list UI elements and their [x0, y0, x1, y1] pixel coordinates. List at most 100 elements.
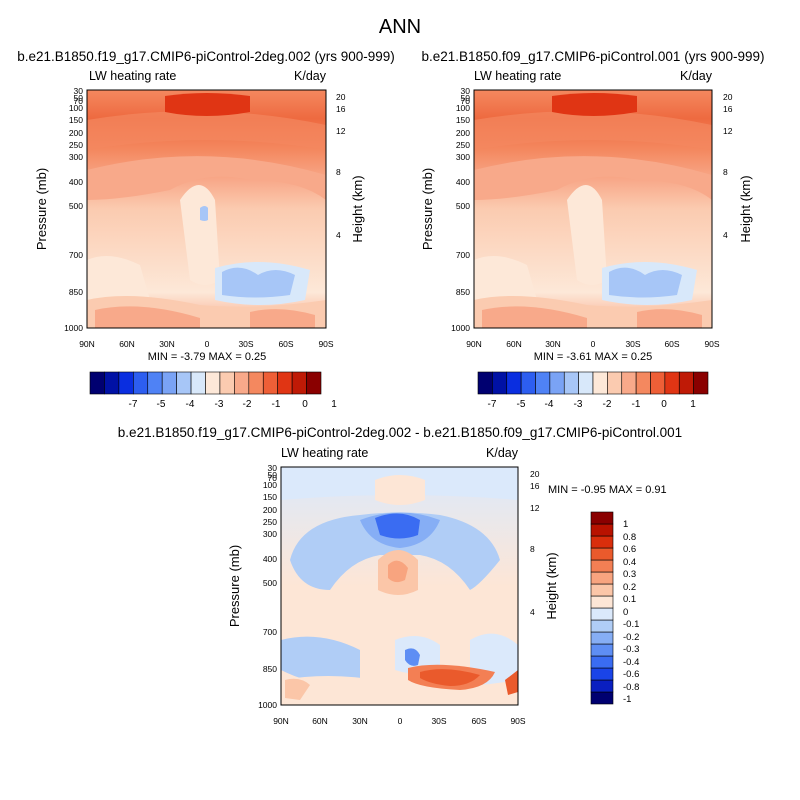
panel-2-stats: MIN = -3.61 MAX = 0.25: [534, 351, 653, 363]
colorbar-label: -0.2: [623, 632, 639, 643]
y-tick-label: 850: [456, 287, 470, 297]
panel-2-y-ticks-right: 20 16 12 8 4: [723, 92, 733, 240]
x-tick-label: 0: [591, 339, 596, 349]
colorbar-label: -0.6: [623, 669, 639, 680]
y-tick-label: 500: [263, 578, 277, 588]
colorbar-label: -2: [243, 399, 252, 410]
x-tick-label: 30S: [625, 339, 640, 349]
y-tick-label: 250: [69, 140, 83, 150]
colorbar-label: 0: [302, 399, 308, 410]
panel-1: b.e21.B1850.f19_g17.CMIP6-piControl-2deg…: [17, 49, 395, 363]
y-tick-label: 150: [456, 115, 470, 125]
panel-2-x-ticks: 90N 60N 30N 0 30S 60S 90S: [466, 339, 720, 349]
y-tick-label: 300: [263, 529, 277, 539]
x-tick-label: 60S: [471, 716, 486, 726]
colorbar-cell: [590, 595, 614, 609]
x-tick-label: 30N: [545, 339, 561, 349]
height-tick-label: 20: [723, 92, 733, 102]
y-tick-label: 70: [461, 96, 471, 106]
height-tick-label: 4: [336, 230, 341, 240]
y-tick-label: 500: [456, 201, 470, 211]
panel-3-left-subtitle: LW heating rate: [281, 446, 368, 460]
colorbar-label: -0.1: [623, 619, 639, 630]
y-tick-label: 850: [263, 664, 277, 674]
panel-3-ylabel: Pressure (mb): [227, 545, 242, 627]
colorbar-cell: [306, 371, 322, 395]
height-tick-label: 16: [530, 481, 540, 491]
colorbar-cell: [664, 371, 680, 395]
colorbar-cell: [147, 371, 163, 395]
height-tick-label: 16: [336, 104, 346, 114]
colorbar-label: 0: [661, 399, 667, 410]
colorbar-cell: [590, 691, 614, 705]
y-tick-label: 30: [74, 86, 84, 96]
colorbar-label: 0.4: [623, 557, 636, 568]
colorbar-label: -2: [603, 399, 612, 410]
x-tick-label: 30N: [159, 339, 175, 349]
y-tick-label: 700: [456, 250, 470, 260]
colorbar-cell: [176, 371, 192, 395]
panel-3-x-ticks: 90N 60N 30N 0 30S 60S 90S: [273, 716, 526, 726]
panel-2-right-subtitle: K/day: [680, 69, 713, 83]
colorbar-cell: [506, 371, 522, 395]
colorbar-cell: [133, 371, 149, 395]
colorbar-top-right-cells: [477, 371, 709, 395]
y-tick-label: 400: [69, 177, 83, 187]
height-tick-label: 20: [336, 92, 346, 102]
colorbar-cell: [590, 559, 614, 573]
colorbar-cell: [607, 371, 623, 395]
y-tick-label: 1000: [451, 323, 470, 333]
panel-3-ylabel-right: Height (km): [544, 552, 559, 619]
colorbar-cell: [621, 371, 637, 395]
colorbar-cell: [248, 371, 264, 395]
colorbar-cell: [650, 371, 666, 395]
y-tick-label: 100: [456, 103, 470, 113]
height-tick-label: 16: [723, 104, 733, 114]
x-tick-label: 60N: [506, 339, 522, 349]
panel-3-right-subtitle: K/day: [486, 446, 519, 460]
colorbar-cell: [492, 371, 508, 395]
colorbar-cell: [520, 371, 536, 395]
colorbar-label: -7: [129, 399, 138, 410]
y-tick-label: 100: [69, 103, 83, 113]
y-tick-label: 200: [263, 505, 277, 515]
colorbar-cell: [590, 583, 614, 597]
x-tick-label: 90N: [273, 716, 289, 726]
y-tick-label: 250: [263, 517, 277, 527]
colorbar-cell: [277, 371, 293, 395]
colorbar-cell: [590, 511, 614, 525]
colorbar-cell: [291, 371, 307, 395]
y-tick-label: 250: [456, 140, 470, 150]
y-tick-label: 150: [69, 115, 83, 125]
x-tick-label: 90S: [704, 339, 719, 349]
colorbar-top-right: -7 -5 -4 -3 -2 -1 0 1: [477, 371, 709, 410]
x-tick-label: 60S: [278, 339, 293, 349]
colorbar-cell: [578, 371, 594, 395]
colorbar-cell: [590, 655, 614, 669]
panel-1-title: b.e21.B1850.f19_g17.CMIP6-piControl-2deg…: [17, 49, 395, 64]
height-tick-label: 12: [336, 126, 346, 136]
height-tick-label: 8: [336, 167, 341, 177]
panel-3-y-ticks-right: 20 16 12 8 4: [530, 469, 540, 617]
y-tick-label: 400: [456, 177, 470, 187]
y-tick-label: 50: [74, 93, 84, 103]
panel-2-y-ticks: 30 50 70 100 150 200 250 300 400 500 700…: [451, 86, 470, 333]
panel-3-y-ticks: 30 50 70 100 150 200 250 300 400 500 700…: [258, 463, 277, 710]
colorbar-cell: [118, 371, 134, 395]
x-tick-label: 90N: [79, 339, 95, 349]
colorbar-cell: [590, 679, 614, 693]
panel-1-left-subtitle: LW heating rate: [89, 69, 176, 83]
colorbar-cell: [234, 371, 250, 395]
colorbar-label: 0.8: [623, 532, 636, 543]
panel-1-y-ticks-right: 20 16 12 8 4: [336, 92, 346, 240]
y-tick-label: 70: [268, 473, 278, 483]
y-tick-label: 200: [456, 128, 470, 138]
colorbar-cell: [477, 371, 493, 395]
colorbar-cell: [190, 371, 206, 395]
colorbar-label: -1: [272, 399, 281, 410]
x-tick-label: 90S: [318, 339, 333, 349]
panel-3-title: b.e21.B1850.f19_g17.CMIP6-piControl-2deg…: [118, 425, 682, 440]
colorbar-label: -0.3: [623, 644, 639, 655]
colorbar-cell: [678, 371, 694, 395]
